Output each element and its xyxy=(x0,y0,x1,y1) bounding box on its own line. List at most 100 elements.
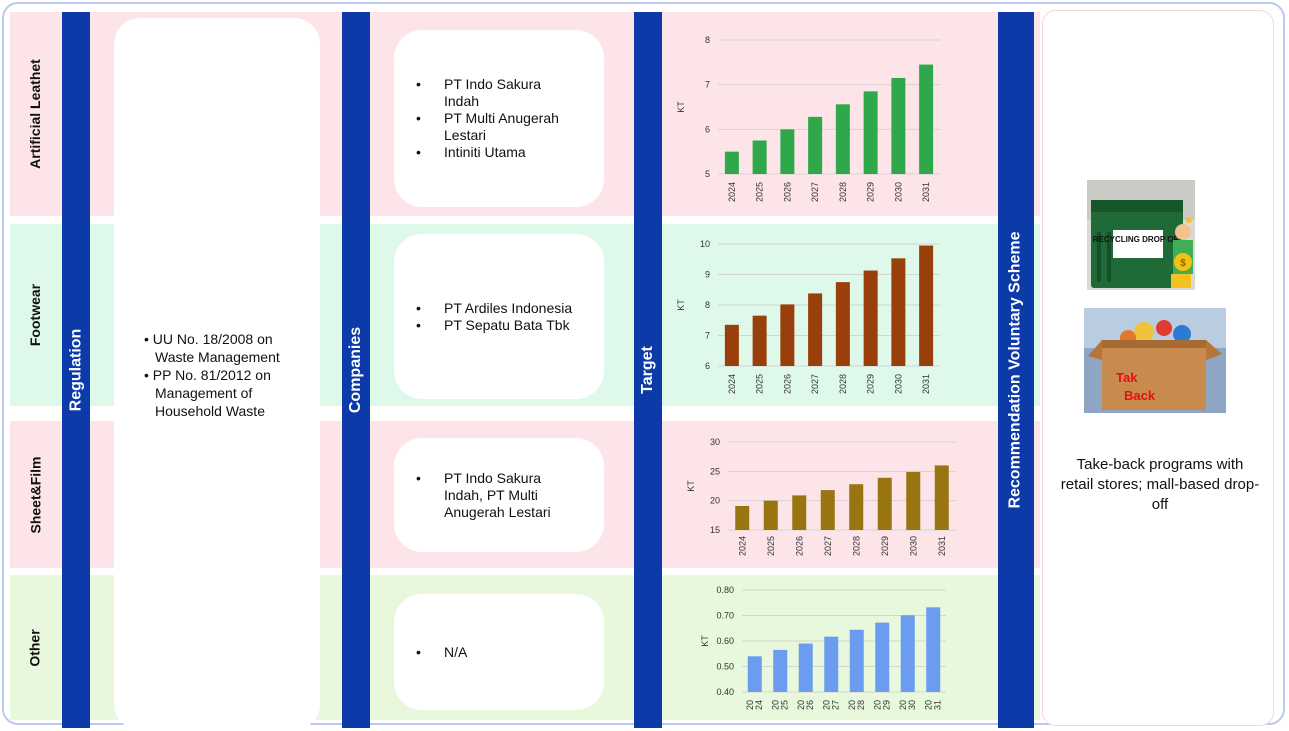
recycling-sign-text: RECYCLING DROP OFF xyxy=(1093,235,1184,244)
bar xyxy=(752,140,767,174)
bar xyxy=(891,258,906,366)
bar xyxy=(863,270,878,366)
bar xyxy=(798,643,813,692)
y-tick-label: 5 xyxy=(705,169,710,179)
y-axis-label: KT xyxy=(686,480,696,492)
bar xyxy=(934,465,949,530)
bar xyxy=(877,477,892,530)
regulation-column-header: Regulation xyxy=(62,12,90,728)
bar xyxy=(763,500,778,530)
bar xyxy=(849,629,864,692)
company-item: N/A xyxy=(416,644,578,661)
x-tick-label: 2025 xyxy=(755,374,765,394)
bar xyxy=(824,636,839,692)
x-tick-label: 20 xyxy=(796,700,806,710)
y-axis-label: KT xyxy=(676,101,686,113)
x-tick-label: 2029 xyxy=(866,182,876,202)
bar xyxy=(747,656,762,692)
bar xyxy=(891,77,906,174)
company-item: PT Indo Sakura Indah xyxy=(416,76,578,110)
company-item: PT Sepatu Bata Tbk xyxy=(416,317,578,334)
y-tick-label: 6 xyxy=(705,361,710,371)
x-tick-label: 2028 xyxy=(851,536,861,556)
companies-card-footwear: PT Ardiles Indonesia PT Sepatu Bata Tbk xyxy=(394,234,604,399)
bar xyxy=(820,490,835,530)
companies-card-other: N/A xyxy=(394,594,604,710)
x-tick-label: 2027 xyxy=(810,374,820,394)
bar xyxy=(835,282,850,366)
y-tick-label: 0.50 xyxy=(716,662,734,672)
y-tick-label: 6 xyxy=(705,124,710,134)
bar xyxy=(808,293,823,366)
target-column-header: Target xyxy=(634,12,662,728)
company-item: PT Ardiles Indonesia xyxy=(416,300,578,317)
bar xyxy=(735,505,750,530)
x-tick-label: 2027 xyxy=(810,182,820,202)
companies-card-artificial-leather: PT Indo Sakura Indah PT Multi Anugerah L… xyxy=(394,30,604,207)
svg-text:$: $ xyxy=(1180,258,1186,269)
bar xyxy=(926,607,941,692)
x-tick-label: 29 xyxy=(881,700,891,710)
row-label-sheet-film: Sheet&Film xyxy=(27,455,44,534)
bar xyxy=(792,495,807,530)
row-label-other: Other xyxy=(27,628,43,667)
regulation-item: UU No. 18/2008 on Waste Management xyxy=(144,330,314,366)
y-tick-label: 25 xyxy=(710,466,720,476)
x-tick-label: 20 xyxy=(770,700,780,710)
bar xyxy=(724,324,739,366)
y-tick-label: 0.40 xyxy=(716,687,734,697)
x-tick-label: 2025 xyxy=(766,536,776,556)
x-tick-label: 2029 xyxy=(880,536,890,556)
x-tick-label: 2026 xyxy=(782,374,792,394)
bar xyxy=(875,622,890,692)
bar xyxy=(780,129,795,174)
bar xyxy=(849,484,864,530)
companies-list: PT Indo Sakura Indah PT Multi Anugerah L… xyxy=(394,76,578,161)
x-tick-label: 2027 xyxy=(823,536,833,556)
take-back-box-image: Tak Back xyxy=(1084,308,1226,413)
y-axis-label: KT xyxy=(676,299,686,311)
y-tick-label: 8 xyxy=(705,35,710,45)
x-tick-label: 20 xyxy=(745,700,755,710)
y-tick-label: 0.60 xyxy=(716,636,734,646)
x-tick-label: 26 xyxy=(805,700,815,710)
regulation-item: PP No. 81/2012 on Management of Househol… xyxy=(144,366,314,420)
target-chart-footwear: 6 7 8 9 10 KT 2024 2025 2026 2027 2028 2029 2030 2031 xyxy=(676,239,940,394)
companies-list: PT Indo Sakura Indah, PT Multi Anugerah … xyxy=(394,470,578,521)
bar xyxy=(773,649,788,692)
bar xyxy=(780,304,795,366)
y-tick-label: 9 xyxy=(705,270,710,280)
y-tick-label: 10 xyxy=(700,239,710,249)
x-tick-label: 2028 xyxy=(838,374,848,394)
target-chart-artificial-leather: 5 6 7 8 KT 2024 2025 2026 2027 2028 2029 2030 2031 xyxy=(676,35,940,202)
x-tick-label: 30 xyxy=(907,700,917,710)
x-tick-label: 2024 xyxy=(727,374,737,394)
y-tick-label: 7 xyxy=(705,80,710,90)
x-tick-label: 20 xyxy=(872,700,882,710)
y-tick-label: 7 xyxy=(705,331,710,341)
companies-list: N/A xyxy=(394,644,578,661)
x-tick-label: 31 xyxy=(932,700,942,710)
regulation-list: UU No. 18/2008 on Waste Management PP No… xyxy=(144,330,314,420)
x-tick-label: 2031 xyxy=(937,536,947,556)
x-tick-label: 27 xyxy=(830,700,840,710)
companies-list: PT Ardiles Indonesia PT Sepatu Bata Tbk xyxy=(394,300,578,334)
recycling-drop-off-image: RECYCLING DROP OFF $ xyxy=(1087,180,1195,290)
y-tick-label: 15 xyxy=(710,525,720,535)
bar xyxy=(906,471,921,530)
recommendation-column-header: Recommendation Voluntary Scheme xyxy=(998,12,1034,728)
row-label-artificial-leather: Artificial Leathet xyxy=(27,59,44,169)
x-tick-label: 20 xyxy=(898,700,908,710)
x-tick-label: 2030 xyxy=(893,374,903,394)
take-back-sign-text-1: Tak xyxy=(1116,370,1138,385)
x-tick-label: 28 xyxy=(856,700,866,710)
take-back-sign-text-2: Back xyxy=(1124,388,1156,403)
x-tick-label: 2031 xyxy=(921,374,931,394)
x-tick-label: 20 xyxy=(821,700,831,710)
bar xyxy=(919,64,934,174)
company-item: PT Multi Anugerah Lestari xyxy=(416,110,578,144)
x-tick-label: 2026 xyxy=(794,536,804,556)
y-tick-label: 30 xyxy=(710,437,720,447)
